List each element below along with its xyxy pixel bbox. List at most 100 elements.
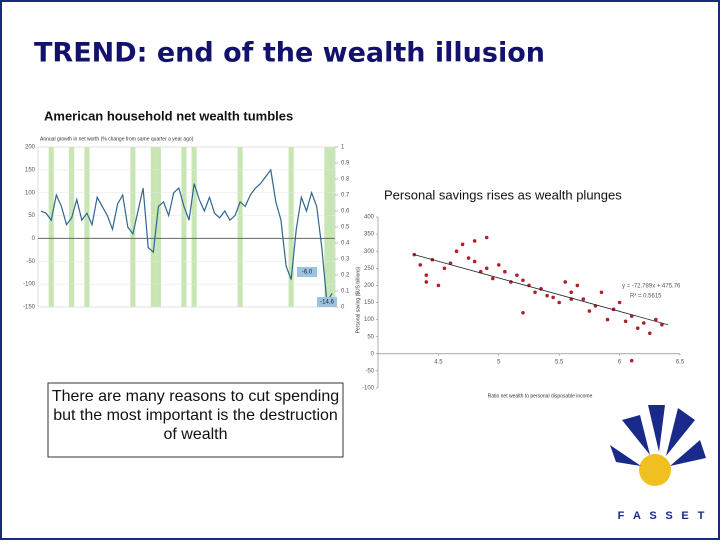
y-tick-label: -50	[26, 259, 35, 265]
callout-text: There are many reasons to cut spending b…	[51, 388, 340, 443]
scatter-point	[454, 249, 459, 253]
y-tick-label: 100	[364, 317, 375, 323]
recession-bar	[130, 147, 136, 307]
logo-ray	[666, 408, 695, 456]
scatter-point	[545, 293, 549, 298]
y-tick-label: -100	[23, 282, 36, 288]
y-tick-label: 400	[364, 215, 375, 221]
x-tick-label: 4.5	[434, 359, 443, 365]
chart-subtitle: Annual growth in net worth (% change fro…	[40, 136, 194, 142]
y-tick-label: 50	[28, 213, 35, 219]
y-tick-label: 300	[364, 249, 375, 255]
scatter-point	[436, 283, 441, 288]
recession-bar	[329, 147, 335, 307]
recession-bar	[288, 147, 294, 307]
chart-title: Personal savings rises as wealth plunges	[384, 187, 622, 202]
scatter-point	[635, 326, 640, 330]
scatter-point	[472, 259, 477, 264]
logo-letter: A	[633, 510, 641, 522]
scatter-point	[497, 263, 501, 267]
scatter-point	[654, 317, 658, 322]
y-tick-label: 150	[364, 300, 375, 306]
annotation-box	[297, 267, 317, 277]
recession-bar	[69, 147, 75, 307]
logo-letter: E	[681, 510, 688, 522]
y2-tick-label: 0.3	[341, 257, 350, 263]
y-tick-label: 150	[25, 167, 36, 173]
y2-tick-label: 1	[341, 145, 345, 151]
scatter-point	[515, 273, 519, 277]
scatter-point	[575, 283, 580, 288]
y-tick-label: -150	[23, 305, 36, 311]
scatter-point	[587, 309, 592, 313]
y2-tick-label: 0.2	[341, 273, 350, 279]
y2-tick-label: 0	[341, 305, 345, 311]
scatter-point	[551, 295, 555, 300]
r-squared: R² = 0.5615	[630, 294, 662, 300]
y-tick-label: 250	[364, 266, 375, 272]
logo	[610, 405, 706, 486]
scatter-point	[581, 297, 586, 301]
x-tick-label: 5.5	[555, 359, 564, 365]
recession-bar	[191, 147, 197, 307]
scatter-point	[424, 280, 429, 284]
scatter-point	[599, 290, 604, 295]
y2-tick-label: 0.5	[341, 225, 350, 231]
scatter-point	[521, 310, 525, 315]
y2-tick-label: 0.7	[341, 193, 350, 199]
scatter-point	[472, 239, 477, 243]
y-tick-label: 100	[25, 190, 36, 196]
scatter-point	[484, 266, 489, 271]
scatter-point	[563, 280, 568, 284]
logo-sun	[639, 454, 671, 486]
y-tick-label: 0	[32, 236, 36, 242]
logo-letter: F	[618, 510, 625, 522]
y2-tick-label: 0.6	[341, 209, 350, 215]
recession-bar	[237, 147, 243, 307]
callout: There are many reasons to cut spending b…	[51, 388, 340, 443]
scatter-point	[605, 317, 610, 322]
recession-bar	[324, 147, 330, 307]
scatter-point	[648, 331, 652, 336]
recession-bar	[181, 147, 187, 307]
logo-ray	[670, 440, 706, 466]
scatter-point	[521, 278, 525, 283]
logo-ray	[622, 415, 650, 455]
y-tick-label: 350	[364, 232, 375, 238]
line-series	[40, 168, 333, 305]
scatter-point	[623, 319, 628, 324]
y2-tick-label: 0.1	[341, 289, 350, 295]
y2-tick-label: 0.9	[341, 161, 350, 167]
scatter-point	[460, 242, 465, 247]
scatter-point	[660, 322, 664, 327]
scatter-point	[533, 290, 537, 295]
scatter-point	[442, 266, 447, 271]
y-tick-label: -100	[362, 386, 375, 392]
recession-bar	[155, 147, 161, 307]
scatter-point	[629, 358, 634, 363]
annotation: -6.0	[302, 270, 313, 276]
annotation-box	[317, 297, 337, 307]
scatter-point	[466, 256, 471, 260]
logo-letter: S	[649, 510, 656, 522]
logo-ray	[648, 405, 665, 452]
recession-bar	[48, 147, 54, 307]
x-tick-label: 6	[618, 359, 622, 365]
trendline	[414, 254, 669, 326]
x-tick-label: 5	[497, 359, 501, 365]
logo-ray	[610, 445, 641, 466]
logo-letter: S	[665, 510, 672, 522]
recession-bar	[84, 147, 90, 307]
scatter-point	[418, 263, 423, 267]
annotation: -14.6	[320, 300, 334, 306]
y2-tick-label: 0.8	[341, 177, 350, 183]
callout-box	[47, 382, 344, 458]
logo-letter: T	[698, 510, 705, 522]
x-tick-label: 6.5	[676, 359, 685, 365]
y-tick-label: 200	[25, 145, 36, 151]
y2-tick-label: 0.4	[341, 241, 350, 247]
scatter-point	[424, 273, 429, 277]
scatter-point	[503, 269, 507, 274]
scatter-point	[484, 235, 489, 240]
